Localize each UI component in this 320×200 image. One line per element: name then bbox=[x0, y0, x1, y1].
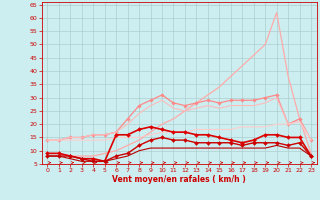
X-axis label: Vent moyen/en rafales ( km/h ): Vent moyen/en rafales ( km/h ) bbox=[112, 175, 246, 184]
